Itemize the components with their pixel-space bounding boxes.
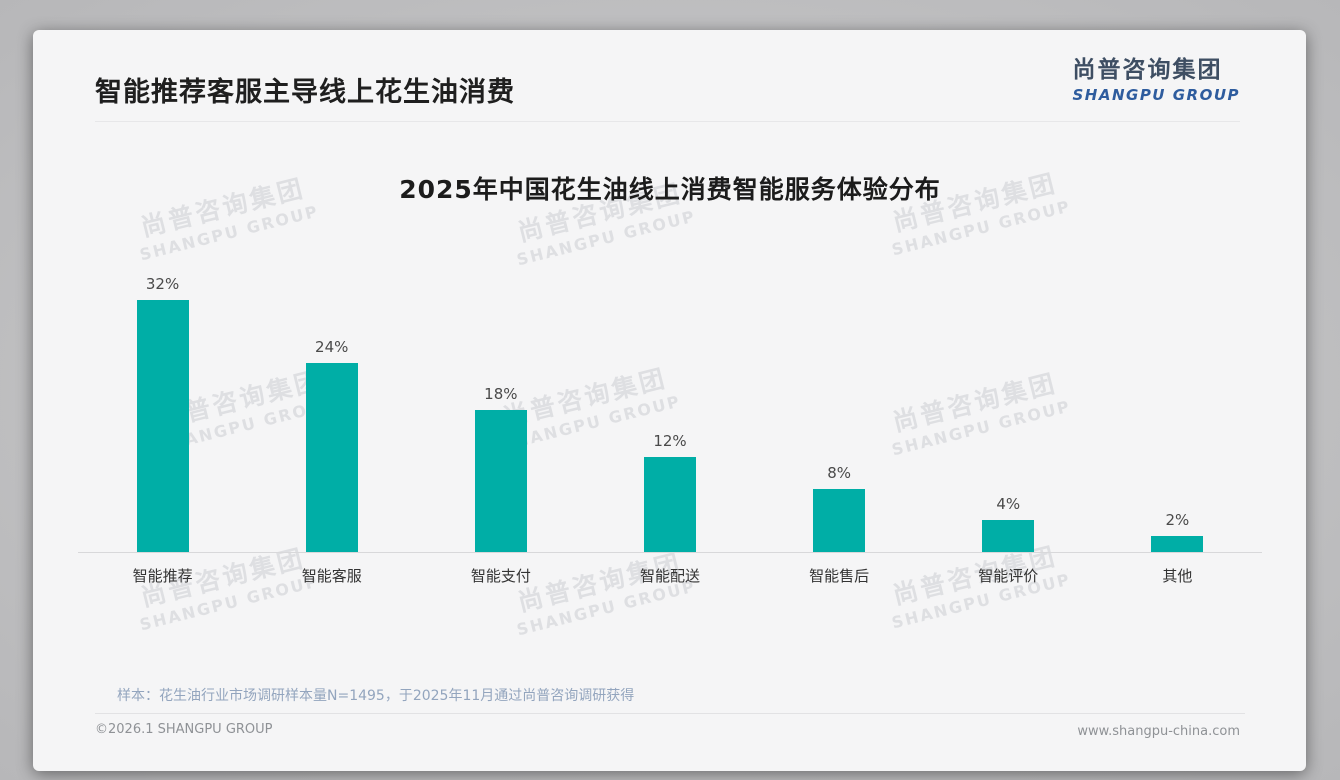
bar-chart: 32% 24% 18% 12% 8% 4% 2% <box>78 30 1262 552</box>
bar-value-label: 2% <box>1165 511 1190 529</box>
bar-value-label: 12% <box>653 432 687 450</box>
bar <box>643 457 696 552</box>
bar-value-label: 8% <box>827 464 852 482</box>
title-divider <box>95 121 1240 122</box>
category-label: 智能推荐 <box>132 567 193 585</box>
footer-copyright: ©2026.1 SHANGPU GROUP <box>95 722 273 737</box>
bar-column: 18% <box>416 385 585 552</box>
bar <box>474 410 527 552</box>
bar-column: 8% <box>755 464 924 552</box>
category-label: 智能评价 <box>978 567 1039 585</box>
logo-chinese-text: 尚普咨询集团 <box>1072 57 1223 83</box>
bar-value-label: 4% <box>996 495 1021 513</box>
watermark: 尚普咨询集团 SHANGPU GROUP <box>506 542 698 639</box>
logo-english-text: SHANGPU GROUP <box>1072 85 1240 104</box>
bar <box>305 363 358 552</box>
category-label: 其他 <box>1162 567 1193 585</box>
bar-column: 24% <box>247 338 416 552</box>
company-logo: 尚普咨询集团 SHANGPU GROUP <box>1072 57 1240 104</box>
bar <box>982 520 1035 552</box>
category-label: 智能售后 <box>809 567 870 585</box>
category-axis-labels: 智能推荐 智能客服 智能支付 智能配送 智能售后 智能评价 其他 <box>78 565 1262 586</box>
slide-card: 智能推荐客服主导线上花生油消费 尚普咨询集团 SHANGPU GROUP 尚普咨… <box>33 30 1306 771</box>
category-label: 智能支付 <box>470 567 531 585</box>
bar <box>136 300 189 552</box>
bar <box>813 489 866 552</box>
category-label: 智能客服 <box>301 567 362 585</box>
category-label: 智能配送 <box>639 567 700 585</box>
bar-column: 2% <box>1093 511 1262 552</box>
footer-divider <box>95 713 1245 714</box>
bar-column: 4% <box>924 495 1093 552</box>
bar-column: 12% <box>585 432 754 552</box>
bar-value-label: 24% <box>315 338 349 356</box>
bar-column: 32% <box>78 275 247 552</box>
page-title: 智能推荐客服主导线上花生油消费 <box>95 77 515 108</box>
chart-title: 2025年中国花生油线上消费智能服务体验分布 <box>399 175 941 204</box>
sample-note: 样本：花生油行业市场调研样本量N=1495，于2025年11月通过尚普咨询调研获… <box>117 688 635 704</box>
bar-value-label: 18% <box>484 385 518 403</box>
footer-website: www.shangpu-china.com <box>1077 724 1240 739</box>
bar-value-label: 32% <box>145 275 180 293</box>
bar <box>1151 536 1204 552</box>
x-axis-line <box>78 552 1262 553</box>
